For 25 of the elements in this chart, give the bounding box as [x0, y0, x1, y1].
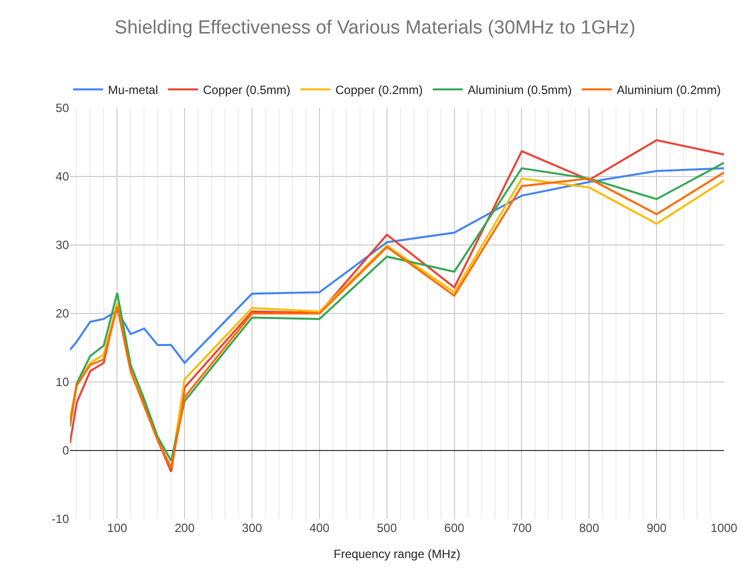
x-tick-label: 800 [579, 521, 600, 535]
x-tick-label: 100 [107, 521, 128, 535]
y-tick-label: 10 [56, 375, 70, 390]
legend-label: Aluminium (0.5mm) [468, 83, 572, 98]
line-series [70, 167, 724, 364]
legend-label: Mu-metal [108, 83, 158, 98]
x-axis-title: Frequency range (MHz) [334, 546, 460, 561]
legend-label: Copper (0.2mm) [335, 83, 423, 98]
x-tick-label: 300 [242, 521, 262, 535]
x-tick-label: 1000 [710, 521, 738, 535]
y-tick-label: -10 [52, 512, 70, 526]
x-tick-label: 500 [376, 521, 398, 535]
x-tick-label: 400 [309, 521, 330, 535]
x-tick-label: 900 [646, 521, 667, 535]
x-tick-label: 700 [512, 521, 532, 535]
y-tick-label: 20 [56, 306, 70, 321]
y-tick-label: 0 [62, 444, 70, 458]
x-tick-label: 600 [444, 521, 465, 535]
legend-label: Copper (0.5mm) [203, 83, 290, 98]
y-tick-label: 30 [56, 238, 70, 252]
x-tick-label: 200 [174, 521, 195, 535]
y-tick-label: 50 [56, 101, 70, 116]
chart-title: Shielding Effectiveness of Various Materials (30MHz to 1GHz) [114, 18, 636, 39]
legend-label: Aluminium (0.2mm) [616, 83, 721, 98]
y-tick-label: 40 [56, 170, 70, 184]
